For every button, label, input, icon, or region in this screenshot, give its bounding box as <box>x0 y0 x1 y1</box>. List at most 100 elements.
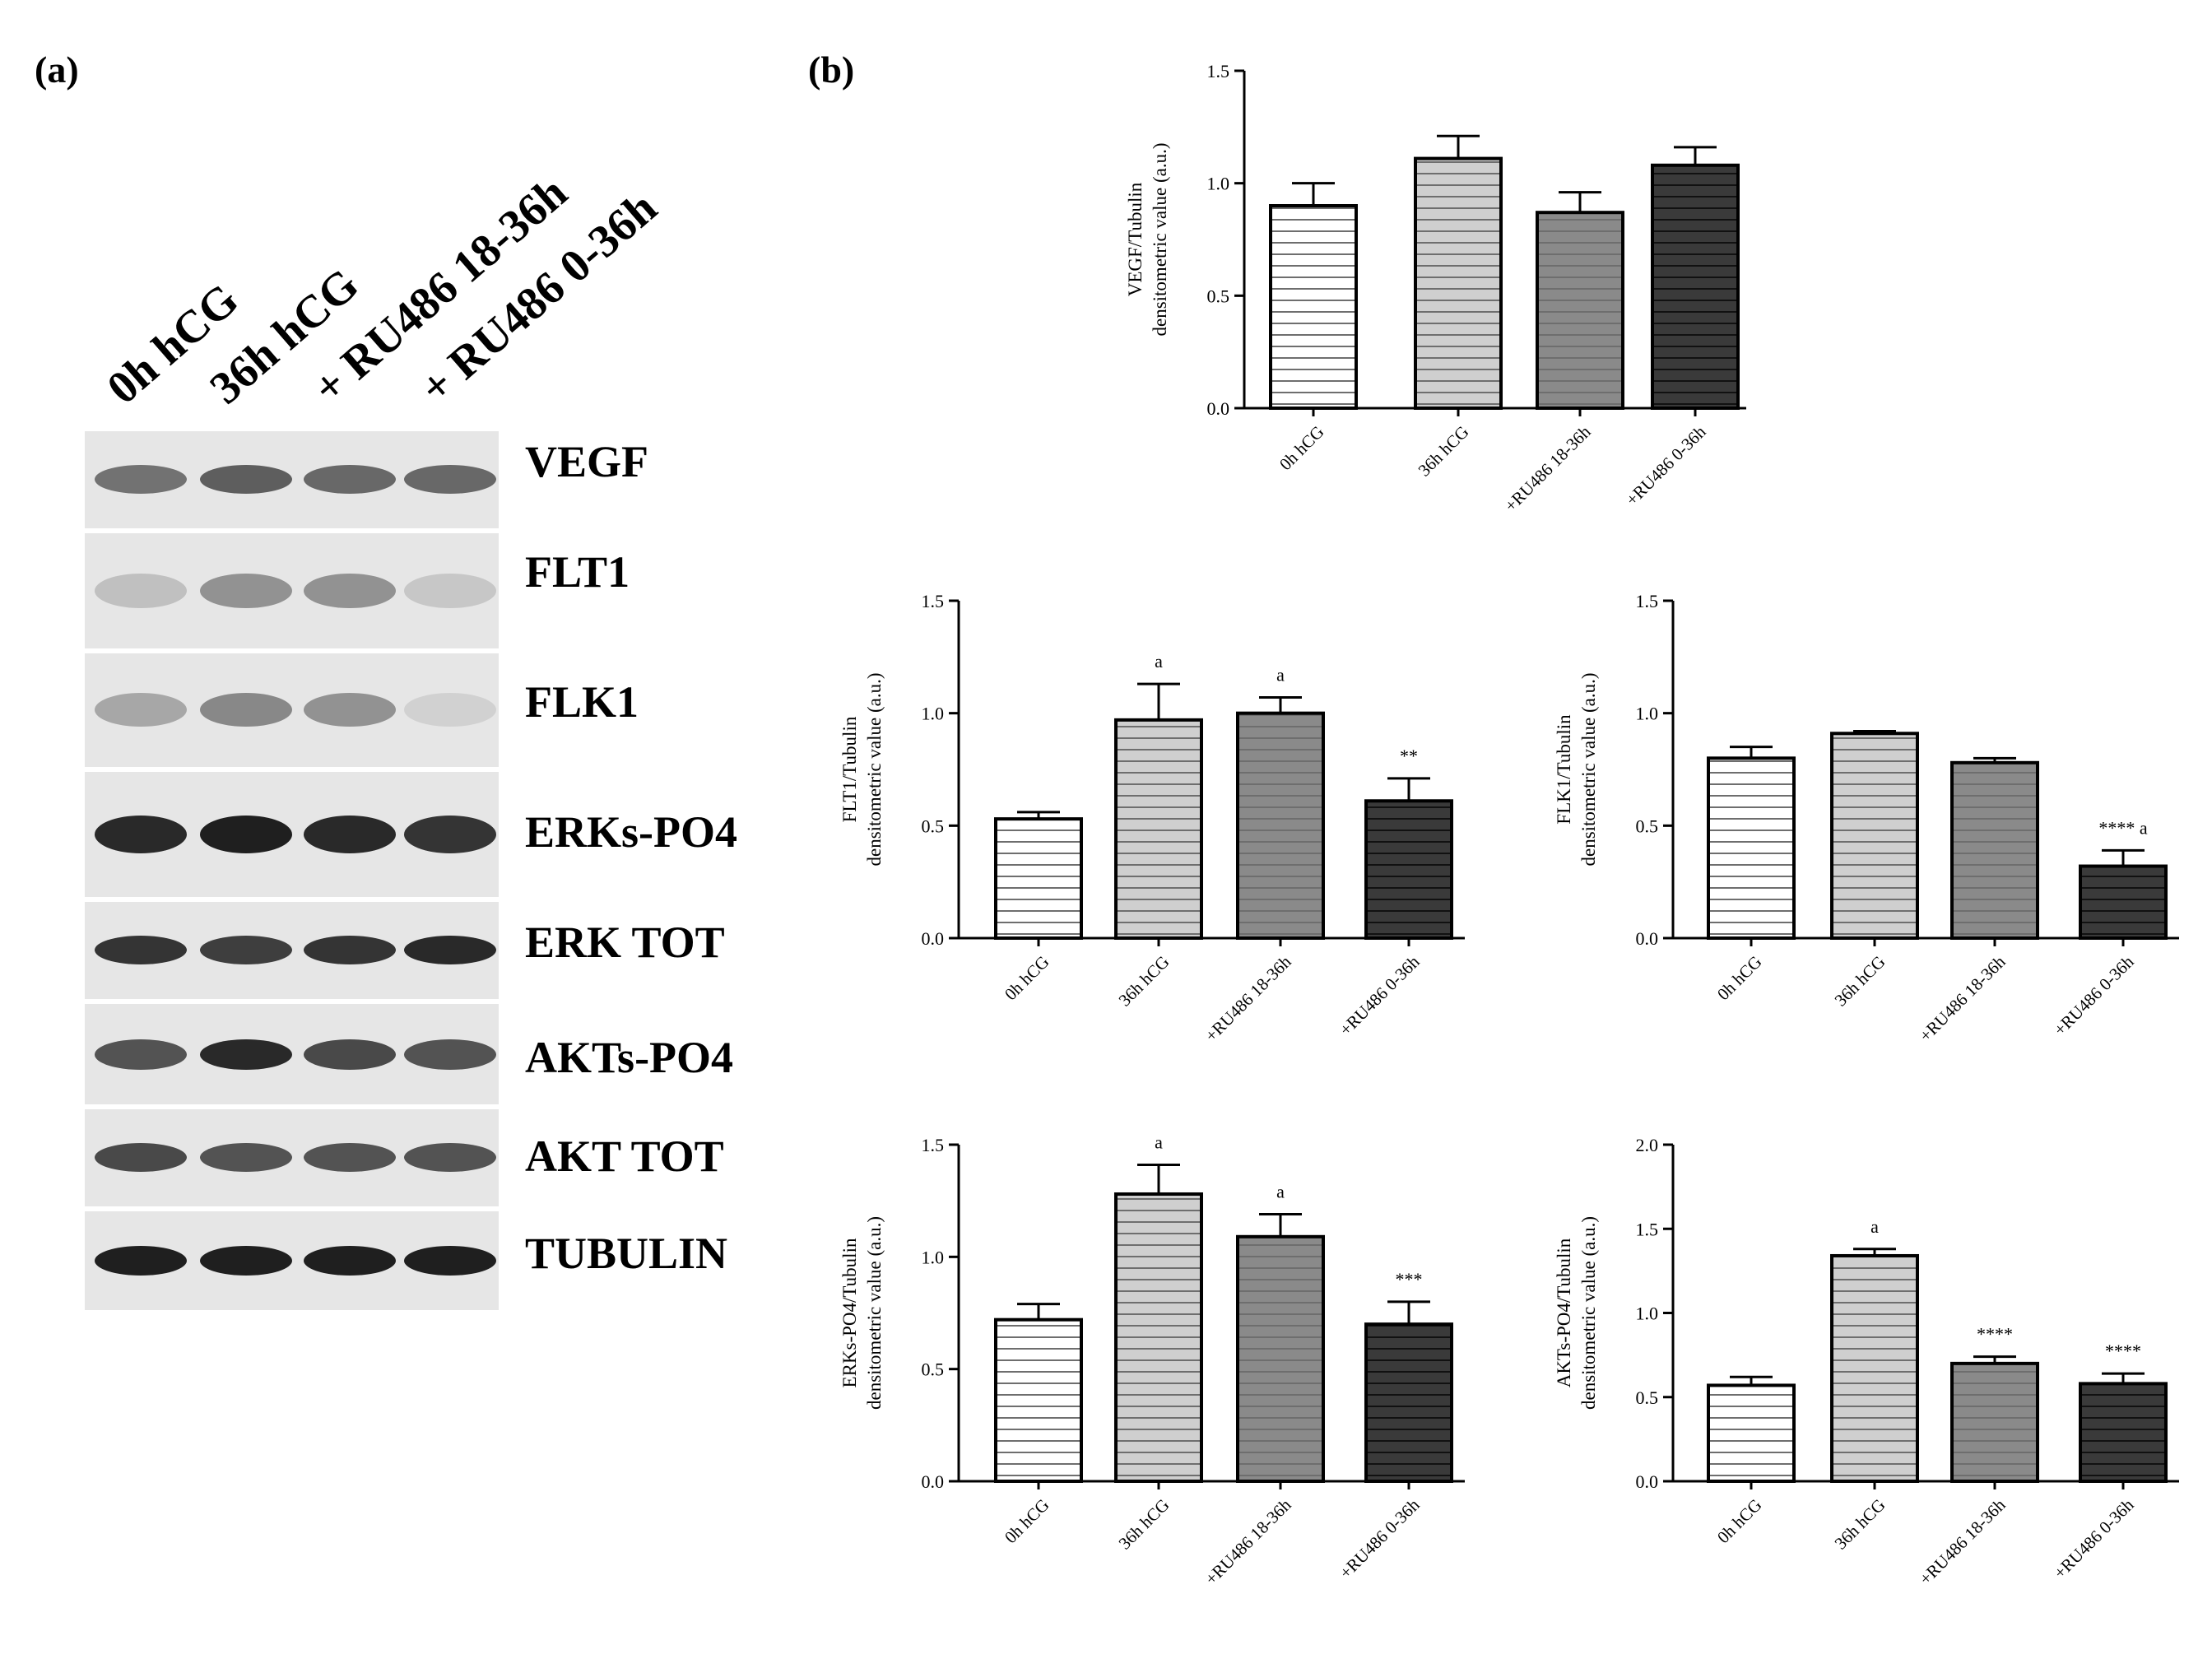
blot-band <box>304 1143 396 1172</box>
bar <box>1414 156 1503 410</box>
x-tick-label: +RU486 0-36h <box>2050 1494 2138 1582</box>
bar <box>1830 1253 1919 1483</box>
blot-strip-akts-po4 <box>85 1002 499 1104</box>
significance-label: **** <box>2105 1341 2141 1361</box>
bar <box>1364 1322 1453 1483</box>
blot-band <box>95 1143 187 1172</box>
blot-band <box>200 574 292 608</box>
x-tick-label: +RU486 18-36h <box>1501 421 1595 515</box>
x-tick-label: +RU486 0-36h <box>1336 951 1424 1039</box>
y-tick-label: 1.0 <box>1636 1304 1659 1324</box>
y-axis-title: densitometric value (a.u.) <box>1150 142 1170 336</box>
blot-band <box>404 693 496 727</box>
blot-strip-tubulin <box>85 1210 499 1310</box>
significance-label: **** <box>1977 1324 2013 1345</box>
blot-band <box>304 693 396 727</box>
blot-band <box>404 1143 496 1172</box>
blot-label: FLT1 <box>525 547 630 597</box>
blot-label: TUBULIN <box>525 1229 728 1278</box>
y-tick-label: 1.5 <box>1636 1219 1659 1239</box>
y-axis-title: FLT1/Tubulin <box>839 716 860 822</box>
bar <box>1269 204 1358 410</box>
bar <box>1236 1234 1325 1483</box>
y-tick-label: 0.0 <box>1636 1471 1659 1492</box>
blot-band <box>200 1246 292 1276</box>
significance-label: a <box>1155 651 1163 672</box>
y-tick-label: 1.5 <box>922 591 945 611</box>
x-tick-label: 36h hCG <box>1415 422 1473 481</box>
bar <box>1651 163 1740 411</box>
blot-band <box>304 816 396 853</box>
significance-label: a <box>1276 1182 1285 1202</box>
significance-label: a <box>1870 1216 1879 1237</box>
blot-strip-akt-tot <box>85 1108 499 1206</box>
blot-band <box>95 936 187 964</box>
y-tick-label: 0.0 <box>1636 928 1659 949</box>
x-tick-label: 36h hCG <box>1115 1495 1173 1554</box>
bar <box>1114 718 1203 940</box>
y-tick-label: 0.0 <box>922 928 945 949</box>
blot-band <box>200 816 292 853</box>
y-tick-label: 0.5 <box>1207 286 1230 306</box>
y-tick-label: 1.0 <box>922 704 945 724</box>
bar <box>1830 732 1919 940</box>
blot-band <box>404 574 496 608</box>
blot-label: FLK1 <box>525 677 639 727</box>
panel-a-label: (a) <box>35 49 79 91</box>
y-axis-title: VEGF/Tubulin <box>1125 182 1146 296</box>
blot-band <box>304 936 396 964</box>
y-tick-label: 1.5 <box>1207 61 1230 81</box>
blot-band <box>95 1246 187 1276</box>
y-tick-label: 0.5 <box>922 816 945 836</box>
x-tick-label: 36h hCG <box>1831 952 1889 1011</box>
y-tick-label: 1.0 <box>1207 174 1230 194</box>
blot-band <box>200 936 292 964</box>
y-axis-title: densitometric value (a.u.) <box>1578 672 1599 866</box>
x-tick-label: 0h hCG <box>1276 422 1328 475</box>
blot-band <box>404 936 496 964</box>
x-tick-label: 0h hCG <box>1001 1495 1053 1548</box>
blot-band <box>304 465 396 494</box>
bar <box>1950 1361 2039 1483</box>
x-tick-label: 36h hCG <box>1115 952 1173 1011</box>
blot-label: VEGF <box>525 437 649 486</box>
x-tick-label: +RU486 0-36h <box>2050 951 2138 1039</box>
y-tick-label: 0.5 <box>1636 816 1659 836</box>
blot-strip-flt1 <box>85 532 499 648</box>
blot-label: AKT TOT <box>525 1132 724 1181</box>
y-axis-title: densitometric value (a.u.) <box>864 1216 885 1410</box>
blot-band <box>404 1246 496 1276</box>
blot-band <box>95 574 187 608</box>
x-tick-label: 0h hCG <box>1713 952 1766 1005</box>
significance-label: a <box>1276 665 1285 685</box>
blot-band <box>200 1143 292 1172</box>
x-tick-label: +RU486 18-36h <box>1916 1494 2010 1588</box>
blot-band <box>200 693 292 727</box>
y-axis-title: AKTs-PO4/Tubulin <box>1554 1238 1574 1387</box>
y-tick-label: 2.0 <box>1636 1135 1659 1155</box>
significance-label: **** a <box>2098 817 2148 838</box>
bar <box>1364 799 1453 940</box>
bar <box>994 817 1083 941</box>
blot-band <box>404 1039 496 1070</box>
bar <box>1236 711 1325 941</box>
x-tick-label: 0h hCG <box>1001 952 1053 1005</box>
blot-band <box>304 1246 396 1276</box>
bar <box>1707 756 1796 940</box>
y-tick-label: 0.0 <box>1207 398 1230 419</box>
y-axis-title: FLK1/Tubulin <box>1554 714 1574 825</box>
significance-label: a <box>1155 1132 1163 1153</box>
blot-strip-vegf <box>85 430 499 528</box>
y-tick-label: 0.0 <box>922 1471 945 1492</box>
bar <box>2079 1382 2168 1484</box>
y-tick-label: 0.5 <box>1636 1387 1659 1408</box>
blot-label: ERKs-PO4 <box>525 807 738 857</box>
x-tick-label: +RU486 0-36h <box>1336 1494 1424 1582</box>
blot-band <box>95 693 187 727</box>
y-axis-title: densitometric value (a.u.) <box>1578 1216 1599 1410</box>
y-axis-title: ERKs-PO4/Tubulin <box>839 1238 860 1387</box>
panel-b-label: (b) <box>808 49 855 91</box>
y-tick-label: 1.0 <box>922 1247 945 1267</box>
